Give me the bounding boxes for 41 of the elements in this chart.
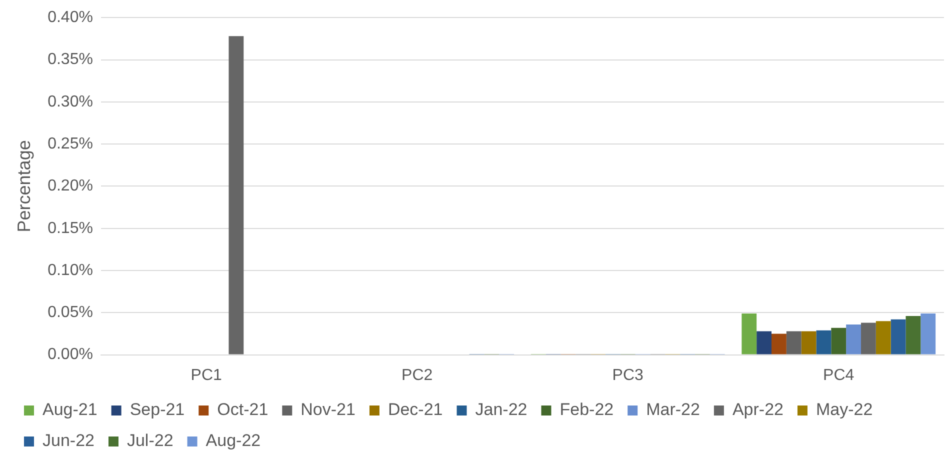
- y-tick-label: 0.30%: [48, 93, 93, 110]
- bar: [831, 328, 846, 354]
- bar: [860, 322, 876, 354]
- legend-label: Aug-21: [42, 400, 98, 420]
- y-tick-label: 0.35%: [48, 51, 93, 68]
- legend-label: Jan-22: [475, 400, 528, 420]
- legend-label: May-22: [816, 400, 873, 420]
- bar: [816, 330, 832, 354]
- y-tick-label: 0.20%: [48, 178, 93, 195]
- y-tick-label: 0.00%: [48, 346, 93, 364]
- bar: [846, 324, 861, 354]
- bar: [756, 331, 772, 354]
- x-tick-label: PC2: [402, 366, 433, 384]
- bar: [742, 313, 757, 354]
- y-tick-label: 0.10%: [48, 262, 93, 279]
- bar: [920, 313, 936, 354]
- y-axis-title: Percentage: [14, 140, 34, 232]
- legend-label: Dec-21: [388, 400, 443, 420]
- y-tick-label: 0.25%: [48, 135, 93, 152]
- bar: [772, 334, 786, 354]
- legend-label: Apr-22: [732, 400, 784, 420]
- bar: [890, 319, 906, 354]
- y-tick-label: 0.40%: [48, 9, 93, 26]
- legend-label: Aug-22: [206, 431, 261, 450]
- legend-label: Jul-22: [126, 431, 174, 450]
- bar: [228, 36, 244, 354]
- x-tick-label: PC1: [190, 366, 222, 384]
- bar: [876, 321, 891, 354]
- legend-label: Jun-22: [42, 431, 94, 450]
- legend-label: Sep-21: [130, 400, 185, 420]
- y-tick-label: 0.05%: [48, 304, 93, 322]
- legend-label: Feb-22: [560, 400, 614, 420]
- legend-label: Nov-21: [300, 400, 356, 420]
- x-tick-label: PC4: [823, 366, 854, 384]
- bar: [906, 316, 921, 354]
- x-tick-label: PC3: [612, 366, 644, 384]
- bar: [801, 331, 816, 354]
- bar: [786, 331, 802, 354]
- legend-label: Mar-22: [646, 400, 700, 420]
- y-tick-label: 0.15%: [48, 220, 93, 237]
- legend-label: Oct-21: [217, 400, 268, 420]
